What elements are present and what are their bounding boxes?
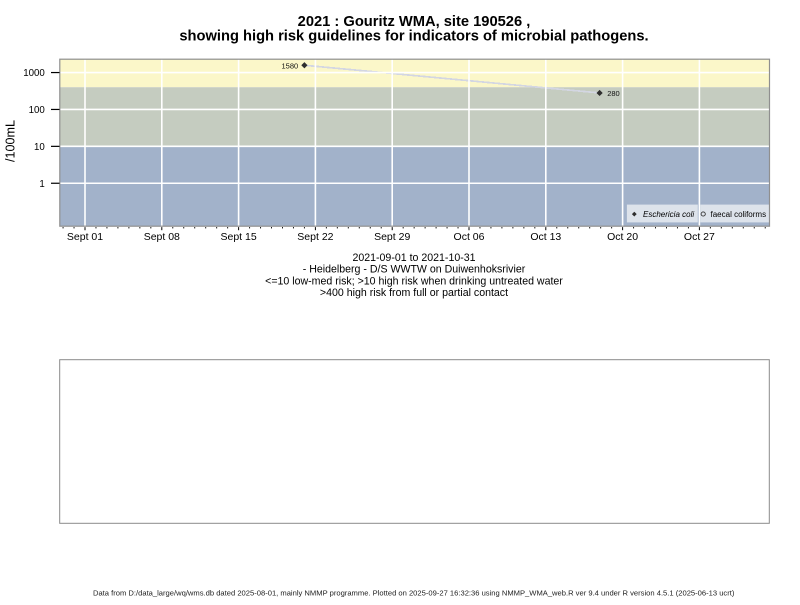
svg-text:Oct 27: Oct 27 [684,231,715,243]
svg-text:2021-09-01 to 2021-10-31: 2021-09-01 to 2021-10-31 [352,252,475,264]
svg-text:1000: 1000 [23,68,45,79]
svg-text:280: 280 [607,89,620,98]
svg-text:Sept 29: Sept 29 [374,231,410,243]
svg-text:Oct 06: Oct 06 [454,231,485,243]
svg-text:<=10 low-med risk; >10 high ri: <=10 low-med risk; >10 high risk when dr… [265,275,563,287]
svg-text:1580: 1580 [282,61,299,70]
svg-text:Sept 01: Sept 01 [67,231,103,243]
svg-text:showing high risk guidelines f: showing high risk guidelines for indicat… [179,29,648,45]
svg-text:Oct 20: Oct 20 [607,231,638,243]
svg-text:100: 100 [29,105,46,116]
svg-text:1: 1 [39,179,44,190]
svg-text:/100mL: /100mL [4,120,18,162]
svg-text:Sept 08: Sept 08 [144,231,180,243]
svg-text:>400 high risk from full or pa: >400 high risk from full or partial cont… [320,287,508,299]
svg-text:Sept 15: Sept 15 [220,231,256,243]
svg-text:faecal coliforms: faecal coliforms [711,210,767,219]
svg-text:Data from D:/data_large/wq/wms: Data from D:/data_large/wq/wms.db dated … [93,589,735,598]
svg-text:Sept 22: Sept 22 [297,231,333,243]
svg-text:Oct 13: Oct 13 [530,231,561,243]
svg-text:10: 10 [34,142,45,153]
svg-text:2021 : Gouritz WMA, site 19052: 2021 : Gouritz WMA, site 190526 , [298,14,531,30]
svg-text:- Heidelberg - D/S WWTW on Dui: - Heidelberg - D/S WWTW on Duiwenhoksriv… [303,264,526,276]
svg-text:Eschericia coli: Eschericia coli [643,210,694,219]
